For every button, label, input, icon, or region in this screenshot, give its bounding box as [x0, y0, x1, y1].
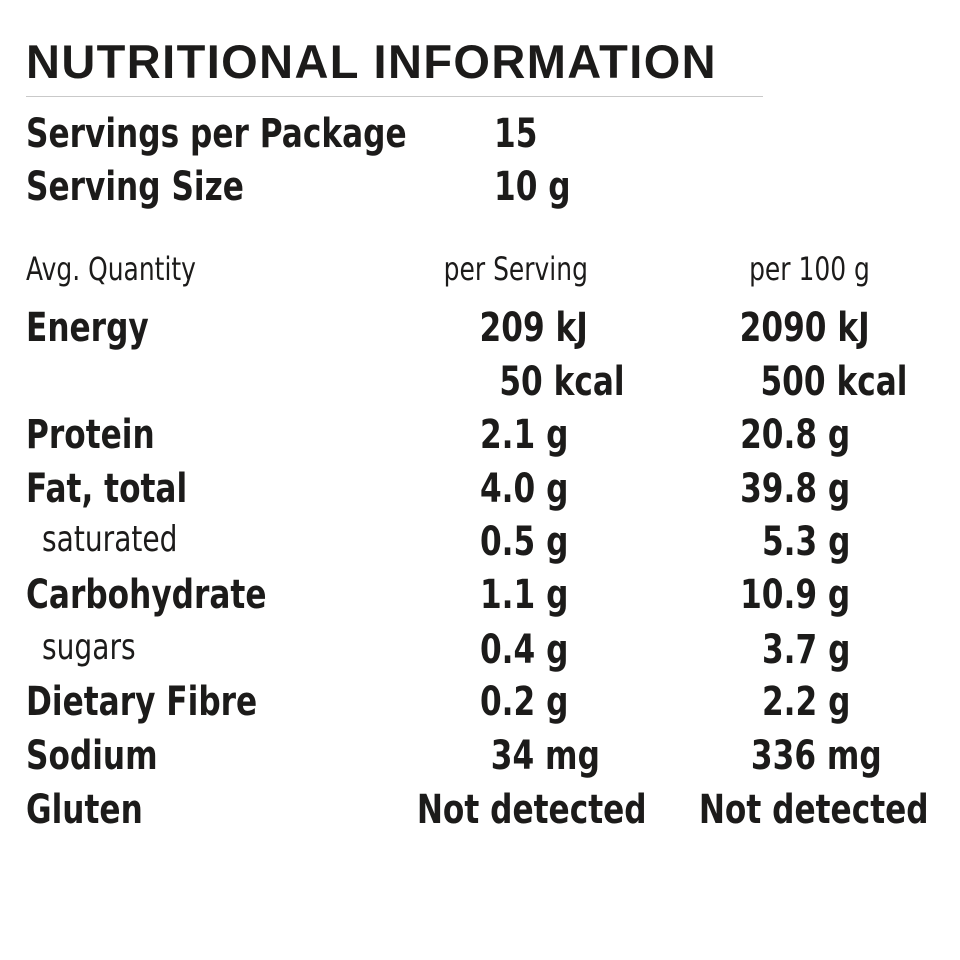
fat-total-per-100g: 39.8 g: [739, 466, 850, 512]
servings-per-package-label: Servings per Package: [26, 111, 407, 157]
dietary-fibre-per-serving: 0.2 g: [479, 679, 568, 725]
column-header-per-serving: per Serving: [443, 250, 588, 288]
protein-per-100g: 20.8 g: [739, 412, 850, 458]
fat-total-per-serving: 4.0 g: [479, 466, 568, 512]
protein-per-serving: 2.1 g: [479, 412, 568, 458]
serving-size-value: 10 g: [494, 164, 571, 210]
saturated-per-serving: 0.5 g: [479, 519, 568, 565]
carbohydrate-per-serving: 1.1 g: [479, 572, 568, 618]
sodium-per-100g: 336 mg: [751, 733, 882, 779]
servings-per-package-value: 15: [494, 111, 538, 157]
nutrient-label-sodium: Sodium: [26, 733, 158, 779]
energy-kj-per-serving: 209 kJ: [479, 305, 588, 351]
column-header-per-100g: per 100 g: [749, 250, 870, 288]
sugars-per-100g: 3.7 g: [761, 627, 850, 673]
sodium-per-serving: 34 mg: [490, 733, 600, 779]
sugars-per-serving: 0.4 g: [479, 627, 568, 673]
gluten-per-serving: Not detected: [417, 787, 647, 833]
nutrient-label-dietary-fibre: Dietary Fibre: [26, 679, 258, 725]
nutrient-label-gluten: Gluten: [26, 787, 143, 833]
gluten-per-100g: Not detected: [699, 787, 929, 833]
nutrient-label-saturated: saturated: [42, 519, 178, 560]
energy-kcal-per-serving: 50 kcal: [499, 359, 625, 405]
serving-size-label: Serving Size: [26, 164, 244, 210]
nutrient-label-sugars: sugars: [42, 627, 136, 668]
nutrient-label-protein: Protein: [26, 412, 155, 458]
carbohydrate-per-100g: 10.9 g: [739, 572, 850, 618]
nutrient-label-carbohydrate: Carbohydrate: [26, 572, 267, 618]
title-divider: [26, 96, 763, 97]
column-header-quantity: Avg. Quantity: [26, 250, 196, 288]
panel-title: NUTRITIONAL INFORMATION: [26, 35, 718, 88]
nutrient-label-fat-total: Fat, total: [26, 466, 188, 512]
energy-kcal-per-100g: 500 kcal: [760, 359, 907, 405]
saturated-per-100g: 5.3 g: [761, 519, 850, 565]
energy-kj-per-100g: 2090 kJ: [739, 305, 870, 351]
nutrient-label-energy: Energy: [26, 305, 149, 351]
dietary-fibre-per-100g: 2.2 g: [761, 679, 850, 725]
